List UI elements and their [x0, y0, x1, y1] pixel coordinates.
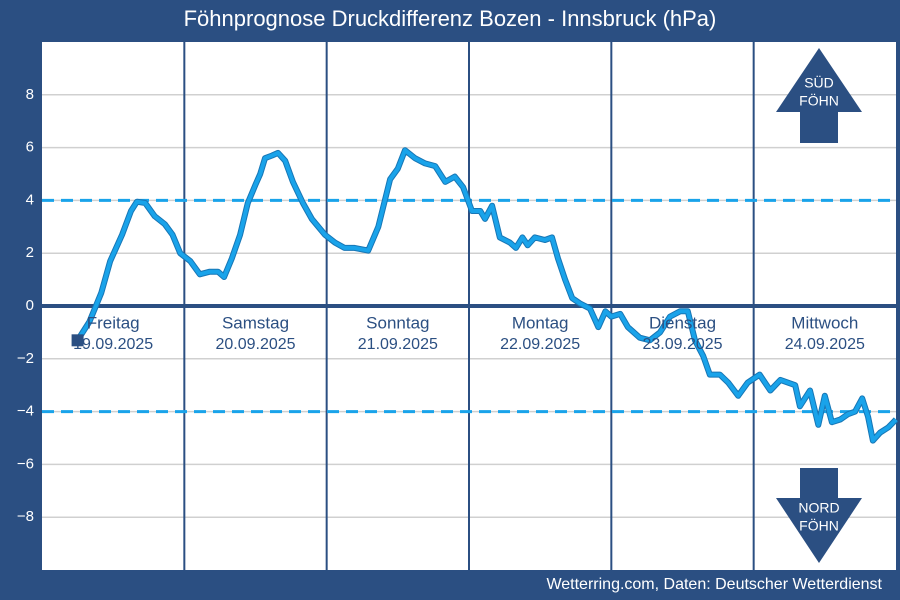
line — [75, 148, 898, 443]
series — [71, 147, 899, 444]
y-tick-label: 2 — [26, 244, 34, 261]
day-label: Freitag — [87, 313, 140, 332]
y-tick-label: −8 — [17, 508, 34, 525]
date-label: 20.09.2025 — [215, 336, 295, 353]
y-tick-label: −6 — [17, 455, 34, 472]
arrow-label: FÖHN — [799, 92, 839, 109]
y-tick-label: −4 — [17, 403, 34, 420]
day-label: Mittwoch — [791, 313, 858, 332]
chart-title: Föhnprognose Druckdifferenz Bozen - Inns… — [184, 6, 717, 31]
date-label: 21.09.2025 — [358, 336, 438, 353]
arrow-label: SÜD — [804, 74, 834, 91]
date-label: 24.09.2025 — [785, 336, 865, 353]
date-label: 22.09.2025 — [500, 336, 580, 353]
sued-arrow — [776, 48, 862, 143]
nord-arrow — [776, 468, 862, 563]
y-tick-label: −2 — [17, 350, 34, 367]
y-tick-label: 0 — [26, 297, 34, 314]
start-marker — [71, 334, 84, 347]
y-tick-label: 6 — [26, 139, 34, 156]
date-label: 23.09.2025 — [642, 336, 722, 353]
arrow-label: NORD — [798, 500, 839, 516]
y-tick-label: 4 — [26, 191, 34, 208]
day-label: Montag — [512, 313, 569, 332]
date-label: 19.09.2025 — [73, 336, 153, 353]
day-label: Sonntag — [366, 313, 429, 332]
y-tick-label: 8 — [26, 86, 34, 103]
day-label: Samstag — [222, 313, 289, 332]
source: Wetterring.com, Daten: Deutscher Wetterd… — [546, 576, 882, 593]
day-label: Dienstag — [649, 313, 716, 332]
arrow-label: FÖHN — [799, 517, 839, 534]
